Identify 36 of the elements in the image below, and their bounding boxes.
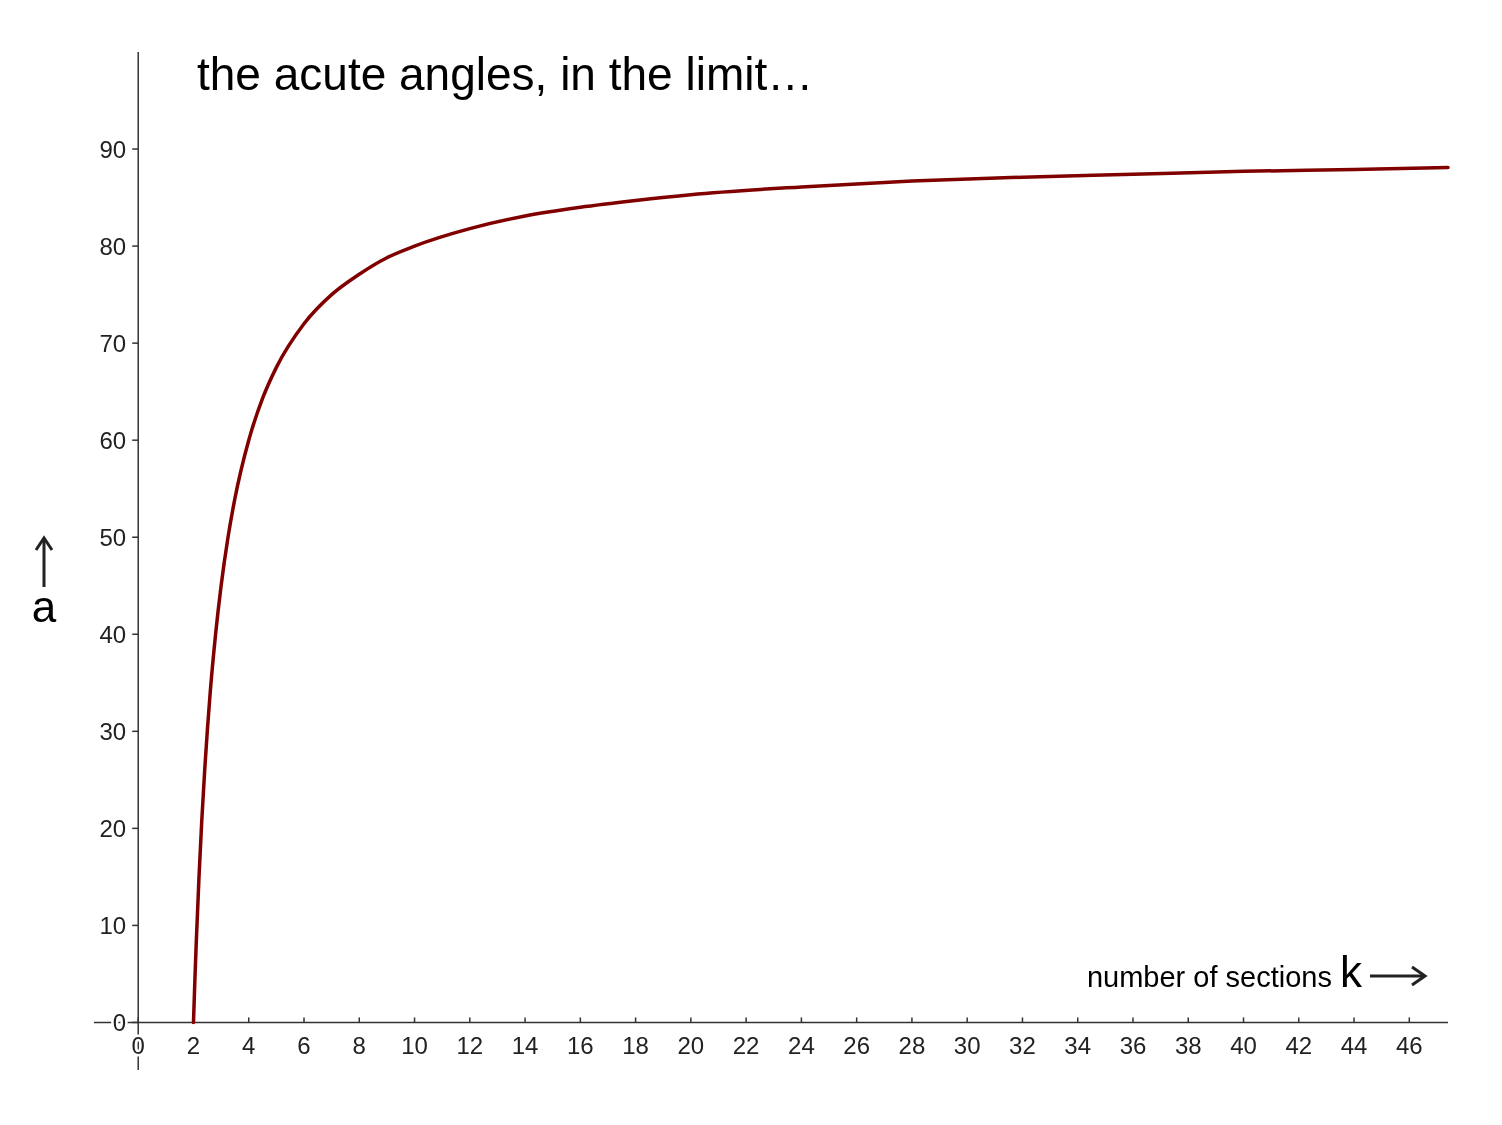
y-tick-label: 40	[99, 621, 127, 649]
x-tick-label: 8	[352, 1032, 366, 1060]
y-tick-label: 60	[99, 427, 127, 455]
line-series	[191, 165, 1450, 1025]
x-tick-label: 18	[622, 1032, 649, 1060]
x-tick-label: 6	[297, 1032, 311, 1060]
x-tick-label: 46	[1395, 1032, 1423, 1060]
y-tick-label: 30	[99, 718, 127, 746]
x-tick-label: 40	[1230, 1032, 1257, 1060]
y-tick-label: 70	[99, 330, 127, 358]
x-tick-label: 44	[1340, 1032, 1368, 1060]
x-tick-label: 24	[788, 1032, 815, 1060]
x-tick-label: 34	[1064, 1032, 1092, 1060]
x-axis-title: number of sections k	[1086, 947, 1363, 996]
chart-title: the acute angles, in the limit…	[197, 48, 814, 100]
x-tick-label: 36	[1119, 1032, 1147, 1060]
y-tick-label: 80	[99, 233, 127, 261]
y-tick-label: 50	[99, 524, 127, 552]
x-tick-label: 14	[511, 1032, 539, 1060]
y-axis-title: a	[31, 582, 57, 631]
x-tick-label: 12	[456, 1032, 484, 1060]
x-tick-label: 4	[242, 1032, 256, 1060]
x-tick-label: 20	[677, 1032, 705, 1060]
x-tick-label: 28	[898, 1032, 926, 1060]
y-tick-label: 10	[99, 912, 127, 940]
x-tick-label: 42	[1285, 1032, 1313, 1060]
x-tick-label: 2	[186, 1032, 201, 1060]
x-tick-label: 30	[953, 1032, 981, 1060]
x-tick-label: 32	[1009, 1032, 1036, 1060]
x-tick-label: 10	[401, 1032, 428, 1060]
x-tick-label: 16	[566, 1032, 594, 1060]
x-tick-label: 22	[732, 1032, 760, 1060]
y-tick-label: 20	[99, 815, 127, 843]
y-tick-label: 90	[99, 136, 127, 164]
x-tick-label: 38	[1174, 1032, 1202, 1060]
x-tick-label: 26	[843, 1032, 871, 1060]
